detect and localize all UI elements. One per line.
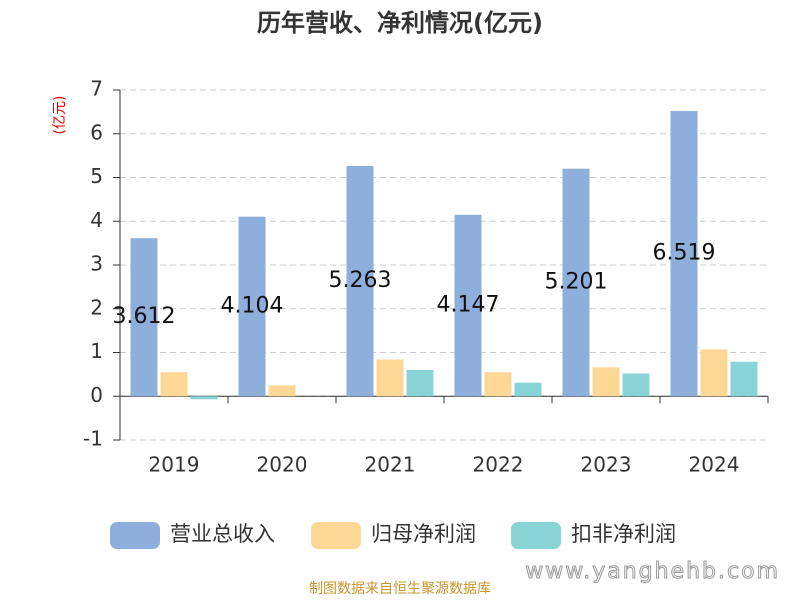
bar xyxy=(622,373,650,397)
watermark: www.yanghehb.com xyxy=(525,559,780,584)
bar xyxy=(484,372,512,397)
legend-label: 扣非净利润 xyxy=(571,522,676,546)
data-label: 4.104 xyxy=(221,293,284,318)
y-tick-label: 5 xyxy=(90,164,103,188)
bar xyxy=(730,361,758,397)
y-axis-label: (亿元) xyxy=(52,96,68,135)
bar xyxy=(562,168,590,397)
bar xyxy=(130,238,158,397)
y-tick-label: 2 xyxy=(90,295,103,319)
data-label: 3.612 xyxy=(113,304,176,329)
data-label: 5.201 xyxy=(545,269,608,294)
x-tick-label: 2024 xyxy=(689,453,740,477)
legend-label: 归母净利润 xyxy=(371,522,476,546)
y-tick-label: 4 xyxy=(90,208,103,232)
chart-title: 历年营收、净利情况(亿元) xyxy=(257,9,543,37)
bar xyxy=(376,359,404,397)
legend-swatch xyxy=(511,522,561,549)
bar xyxy=(346,165,374,397)
x-tick-label: 2021 xyxy=(365,453,416,477)
data-label: 5.263 xyxy=(329,268,392,293)
data-label: 4.147 xyxy=(437,293,500,318)
x-tick-label: 2019 xyxy=(149,453,200,477)
bar xyxy=(670,111,698,397)
bar xyxy=(454,214,482,397)
y-tick-label: 3 xyxy=(90,252,103,276)
bar xyxy=(190,396,218,400)
bar xyxy=(514,382,542,397)
x-tick-label: 2020 xyxy=(257,453,308,477)
source-note: 制图数据来自恒生聚源数据库 xyxy=(309,581,491,597)
y-tick-label: 6 xyxy=(90,120,103,144)
bar xyxy=(592,367,620,397)
data-label: 6.519 xyxy=(653,241,716,266)
legend-swatch xyxy=(311,522,361,549)
y-tick-label: 0 xyxy=(90,383,103,407)
bar xyxy=(238,216,266,397)
y-tick-label: -1 xyxy=(83,427,103,451)
y-tick-label: 1 xyxy=(90,339,103,363)
y-tick-label: 7 xyxy=(90,77,103,101)
bar xyxy=(268,385,296,397)
bar xyxy=(160,372,188,397)
legend-label: 营业总收入 xyxy=(170,522,275,546)
bar xyxy=(700,349,728,397)
x-tick-label: 2022 xyxy=(473,453,524,477)
x-tick-label: 2023 xyxy=(581,453,632,477)
bar xyxy=(406,370,434,397)
legend-swatch xyxy=(110,522,160,549)
